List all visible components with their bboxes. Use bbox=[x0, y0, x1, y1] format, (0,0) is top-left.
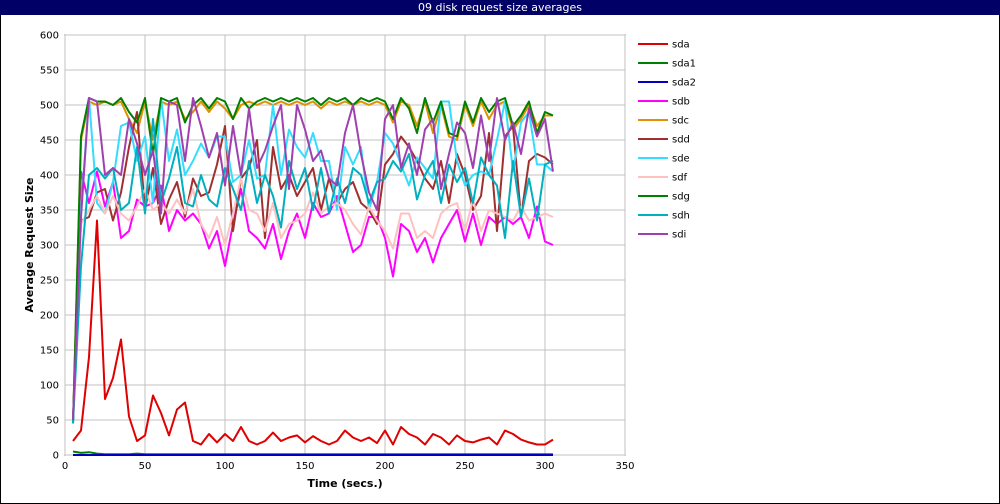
y-tick-label: 600 bbox=[40, 31, 59, 42]
y-tick-label: 400 bbox=[40, 171, 59, 182]
legend-label-sdb: sdb bbox=[672, 97, 690, 108]
y-tick-label: 450 bbox=[40, 136, 59, 147]
y-tick-label: 0 bbox=[53, 451, 59, 462]
legend-label-sda: sda bbox=[672, 40, 690, 51]
y-tick-label: 100 bbox=[40, 381, 59, 392]
legend-label-sdd: sdd bbox=[672, 135, 690, 146]
legend-label-sdi: sdi bbox=[672, 230, 686, 241]
y-tick-label: 500 bbox=[40, 101, 59, 112]
series-line-sde bbox=[72, 97, 554, 424]
series-line-sdc bbox=[72, 100, 553, 424]
y-tick-label: 50 bbox=[46, 416, 59, 427]
x-tick-label: 250 bbox=[455, 461, 474, 472]
y-tick-label: 300 bbox=[40, 241, 59, 252]
x-tick-label: 50 bbox=[139, 461, 152, 472]
y-tick-label: 150 bbox=[40, 346, 59, 357]
y-axis-label: Average Request Size bbox=[23, 177, 36, 312]
window-title: 09 disk request size averages bbox=[0, 0, 1000, 15]
series-line-sdh bbox=[72, 118, 554, 424]
legend-label-sde: sde bbox=[672, 154, 690, 165]
legend: sda sda1 sda2 sdb sdc sdd sde sdf sdg sdh sdi bbox=[638, 40, 696, 241]
axis-ticks: 0 50 100 150 200 250 300 350 400 450 500 550 600 0 50 1… bbox=[40, 31, 635, 473]
x-tick-label: 200 bbox=[375, 461, 394, 472]
x-tick-label: 350 bbox=[615, 461, 634, 472]
x-tick-label: 150 bbox=[295, 461, 314, 472]
series-line-sda bbox=[72, 219, 554, 446]
legend-label-sda1: sda1 bbox=[672, 59, 696, 70]
legend-label-sdf: sdf bbox=[672, 173, 688, 184]
x-tick-label: 100 bbox=[215, 461, 234, 472]
y-tick-label: 550 bbox=[40, 66, 59, 77]
legend-label-sdc: sdc bbox=[672, 116, 689, 127]
y-tick-label: 350 bbox=[40, 206, 59, 217]
x-tick-label: 300 bbox=[535, 461, 554, 472]
y-tick-label: 200 bbox=[40, 311, 59, 322]
legend-label-sdg: sdg bbox=[672, 192, 690, 203]
x-axis-label: Time (secs.) bbox=[307, 477, 382, 490]
series-line-sdd bbox=[72, 111, 554, 421]
legend-label-sda2: sda2 bbox=[672, 78, 696, 89]
x-tick-label: 0 bbox=[62, 461, 68, 472]
legend-label-sdh: sdh bbox=[672, 211, 690, 222]
y-tick-label: 250 bbox=[40, 276, 59, 287]
series-line-sdi bbox=[72, 97, 554, 421]
series-lines bbox=[72, 97, 554, 456]
